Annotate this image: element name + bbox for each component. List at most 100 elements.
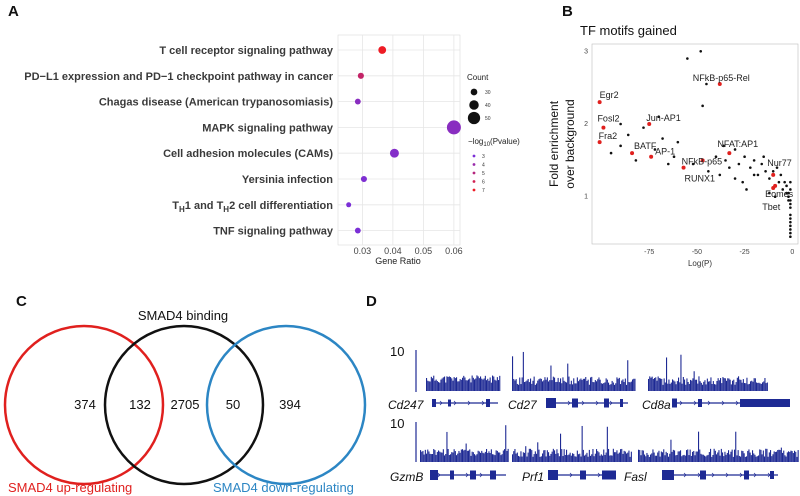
coverage-bar (471, 375, 473, 391)
highlighted-motif-point (771, 172, 776, 177)
coverage-bar (524, 452, 526, 462)
coverage-bar (520, 451, 522, 462)
coverage-bar (666, 357, 668, 391)
coverage-bar (733, 379, 735, 391)
coverage-bar (667, 383, 669, 391)
coverage-bar (723, 456, 725, 462)
coverage-bar (671, 451, 673, 462)
coverage-bar (435, 454, 437, 462)
gene-model-strand-mark (451, 472, 455, 478)
motif-point (728, 166, 731, 169)
coverage-bar (617, 453, 619, 462)
coverage-bar (531, 450, 533, 462)
coverage-bar (648, 456, 650, 462)
coverage-bar (580, 378, 582, 391)
x-tick-label: 0.05 (415, 246, 433, 256)
coverage-bar (734, 384, 736, 391)
coverage-bar (591, 376, 593, 391)
coverage-bar (441, 378, 443, 391)
coverage-bar (688, 383, 690, 391)
gene-label-cd27: Cd27 (508, 398, 538, 412)
coverage-bar (732, 456, 734, 462)
coverage-bar (462, 377, 464, 391)
coverage-bar (442, 449, 444, 462)
coverage-bar (630, 451, 632, 462)
coverage-bar (435, 379, 437, 391)
venn-circle-down (205, 324, 367, 486)
coverage-bar (710, 377, 712, 391)
coverage-bar (730, 451, 732, 462)
coverage-bar (668, 456, 670, 462)
motif-point (619, 122, 622, 126)
coverage-bar (722, 377, 724, 391)
coverage-bar (586, 380, 588, 391)
coverage-bar (686, 378, 688, 391)
coverage-bar (749, 452, 751, 462)
coverage-bar (623, 450, 625, 462)
coverage-bar (708, 381, 710, 391)
gene-model-exon (662, 470, 674, 480)
coverage-bar (694, 455, 696, 462)
coverage-bar (656, 455, 658, 462)
coverage-bar (603, 449, 605, 462)
highlighted-motif-point (597, 100, 602, 105)
coverage-bar (584, 378, 586, 391)
coverage-bar (735, 382, 737, 391)
count-legend-title: Count (467, 73, 489, 82)
coverage-bar (487, 378, 489, 391)
coverage-bar (554, 377, 556, 391)
coverage-bar (489, 452, 491, 462)
panel-c-venn: SMAD4 binding 374 132 2705 50 394 SMAD4 … (3, 308, 367, 495)
coverage-bar (572, 453, 574, 462)
coverage-bar (518, 384, 520, 391)
coverage-bar (679, 382, 681, 391)
coverage-bar (755, 456, 757, 462)
coverage-bar (747, 384, 749, 391)
coverage-bar (663, 449, 665, 462)
color-legend-dot (472, 154, 476, 158)
coverage-bar (650, 454, 652, 462)
coverage-bar (532, 456, 534, 462)
coverage-bar (514, 448, 516, 462)
coverage-bar (564, 454, 566, 462)
color-legend-label: 3 (482, 154, 485, 160)
gene-model-strand-mark (739, 472, 743, 478)
coverage-bar (556, 449, 558, 462)
motif-point (691, 162, 695, 166)
coverage-bar (468, 450, 470, 462)
coverage-bar (481, 378, 483, 391)
pathway-label-part: 1 and T (185, 200, 224, 212)
gene-model-strand-mark (609, 400, 613, 406)
coverage-bar (551, 380, 553, 391)
coverage-bar (483, 378, 485, 391)
coverage-bar (572, 384, 574, 391)
panel-b-scatter: TF motifs gained Fold enrichment over bac… (547, 23, 799, 268)
coverage-bar (628, 450, 630, 462)
coverage-bar (610, 384, 612, 391)
coverage-bar (588, 449, 590, 462)
panel-a-x-axis-title: Gene Ratio (375, 256, 421, 266)
motif-label: NFAT:AP1 (717, 139, 758, 149)
coverage-bar (707, 454, 709, 462)
coverage-bar (718, 380, 720, 391)
color-legend-label: 6 (482, 180, 485, 186)
coverage-bar (712, 454, 714, 462)
coverage-bar (688, 455, 690, 462)
coverage-bar (696, 451, 698, 462)
pathway-label-part: H (223, 205, 229, 214)
coverage-bar (499, 375, 501, 391)
coverage-bar (477, 376, 479, 391)
coverage-bar (576, 377, 578, 391)
coverage-bar (482, 379, 484, 391)
coverage-bar (614, 384, 616, 391)
coverage-bar (690, 455, 692, 462)
coverage-bar (562, 456, 564, 462)
coverage-bar (563, 449, 565, 462)
coverage-bar (610, 455, 612, 462)
coverage-bar (580, 456, 582, 462)
gene-model-strand-mark (711, 472, 715, 478)
coverage-bar (659, 456, 661, 462)
coverage-bar (765, 448, 767, 462)
coverage-bar (711, 384, 713, 391)
